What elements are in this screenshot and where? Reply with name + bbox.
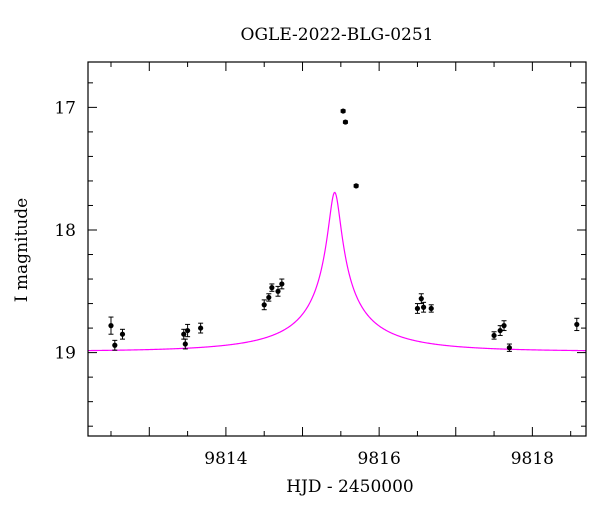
data-point <box>340 108 346 114</box>
point-marker <box>181 331 187 337</box>
data-point <box>269 283 275 292</box>
point-marker <box>108 323 114 329</box>
point-marker <box>279 281 285 287</box>
data-points <box>108 108 580 352</box>
data-point <box>491 331 497 340</box>
tick-labels: 9814 9816 9818 17 18 19 <box>54 98 554 469</box>
x-tick-label: 9816 <box>358 449 401 469</box>
point-marker <box>418 296 424 302</box>
data-point <box>181 328 187 340</box>
point-marker <box>414 305 421 312</box>
point-marker <box>428 305 434 312</box>
x-tick-label: 9818 <box>511 449 554 469</box>
point-marker <box>501 323 507 329</box>
plot-area: 9814 9816 9818 17 18 19 <box>54 61 587 469</box>
point-marker <box>342 119 349 125</box>
data-point <box>198 322 204 334</box>
data-point <box>414 303 421 314</box>
point-marker <box>574 321 580 328</box>
y-tick-label: 17 <box>54 98 76 118</box>
point-marker <box>340 108 346 114</box>
model-curve <box>87 191 586 352</box>
point-marker <box>266 294 272 301</box>
x-axis-label: HJD - 2450000 <box>286 477 414 497</box>
data-point <box>112 339 118 351</box>
point-marker <box>491 332 497 339</box>
plot-frame <box>87 61 587 437</box>
y-axis-label: I magnitude <box>12 198 32 302</box>
data-point <box>185 323 191 338</box>
data-point <box>275 285 281 297</box>
data-point <box>279 278 285 290</box>
point-marker <box>506 345 512 351</box>
data-point <box>506 343 512 352</box>
point-marker <box>497 327 503 334</box>
data-point <box>182 338 188 350</box>
axis-ticks <box>88 62 586 436</box>
data-point <box>119 328 126 340</box>
data-point <box>574 317 580 332</box>
data-point <box>261 299 267 311</box>
data-point <box>501 320 507 332</box>
data-point <box>342 119 349 125</box>
point-marker <box>269 285 275 291</box>
point-marker <box>119 331 126 337</box>
point-marker <box>182 341 188 347</box>
point-marker <box>185 327 191 334</box>
data-point <box>353 183 359 189</box>
point-marker <box>198 325 204 331</box>
point-marker <box>275 288 281 294</box>
data-point <box>428 304 434 313</box>
data-point <box>108 316 114 335</box>
data-point <box>420 301 427 313</box>
data-point <box>266 293 272 302</box>
point-marker <box>112 342 118 348</box>
point-marker <box>261 302 267 308</box>
data-point <box>497 325 503 336</box>
chart-title: OGLE-2022-BLG-0251 <box>241 25 434 45</box>
y-tick-label: 18 <box>54 221 76 241</box>
point-marker <box>353 183 359 189</box>
point-marker <box>420 304 427 310</box>
y-tick-label: 19 <box>54 344 76 364</box>
x-tick-label: 9814 <box>204 449 247 469</box>
